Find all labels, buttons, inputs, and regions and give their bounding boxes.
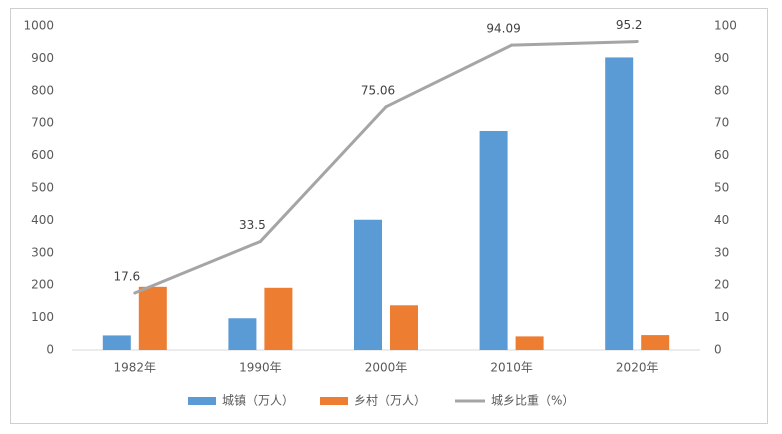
y-left-tick-label: 100: [31, 310, 54, 324]
ratio-line: [134, 40, 638, 295]
ratio-point: [635, 40, 639, 44]
ratio-point: [133, 291, 137, 295]
y-right-tick-label: 10: [714, 310, 729, 324]
y-right-tick-label: 80: [714, 83, 729, 97]
y-left-tick-label: 300: [31, 245, 54, 259]
rural-bar: [515, 336, 544, 350]
y-right-tick-label: 90: [714, 51, 729, 65]
rural-bar: [264, 287, 293, 350]
y-left-tick-label: 0: [46, 343, 54, 357]
legend-rural-swatch: [320, 397, 348, 405]
ratio-point: [510, 43, 514, 47]
rural-bar: [641, 335, 670, 350]
urban-bar: [605, 57, 634, 350]
legend-ratio-label: 城乡比重（%）: [491, 394, 574, 408]
x-category-label: 1990年: [239, 361, 282, 375]
urban-bar: [228, 318, 257, 350]
x-category-label: 2020年: [616, 361, 659, 375]
y-right-tick-label: 100: [714, 19, 737, 33]
y-left-tick-label: 1000: [23, 19, 54, 33]
urban-bar: [354, 219, 382, 350]
ratio-data-label: 33.5: [239, 218, 266, 232]
y-right-tick-label: 70: [714, 116, 729, 130]
y-left-tick-label: 400: [31, 213, 54, 227]
y-left-tick-label: 200: [31, 278, 54, 292]
urban-bar: [479, 130, 508, 350]
y-right-tick-label: 0: [714, 343, 722, 357]
ratio-point: [258, 239, 262, 243]
rural-bar: [390, 305, 418, 350]
y-right-tick-label: 60: [714, 148, 729, 162]
y-left-tick-label: 900: [31, 51, 54, 65]
ratio-data-label: 94.09: [486, 22, 520, 36]
ratio-point: [384, 105, 388, 109]
y-right-tick-label: 50: [714, 181, 729, 195]
x-category-label: 2010年: [490, 361, 533, 375]
y-right-tick-label: 40: [714, 213, 729, 227]
legend-urban-label: 城镇（万人）: [222, 394, 294, 408]
y-right-tick-label: 30: [714, 245, 729, 259]
chart-frame: [10, 8, 768, 424]
x-category-label: 2000年: [365, 361, 408, 375]
rural-bar: [138, 286, 167, 350]
x-category-label: 1982年: [114, 361, 157, 375]
legend-urban-swatch: [188, 397, 216, 405]
y-left-tick-label: 600: [31, 148, 54, 162]
y-left-tick-label: 500: [31, 181, 54, 195]
y-left-tick-label: 700: [31, 116, 54, 130]
y-left-tick-label: 800: [31, 83, 54, 97]
ratio-data-label: 95.2: [616, 18, 643, 32]
legend-rural-label: 乡村（万人）: [354, 394, 426, 408]
ratio-data-label: 17.6: [113, 269, 140, 283]
urban-bar: [102, 335, 131, 350]
y-right-tick-label: 20: [714, 278, 729, 292]
ratio-data-label: 75.06: [361, 83, 395, 97]
